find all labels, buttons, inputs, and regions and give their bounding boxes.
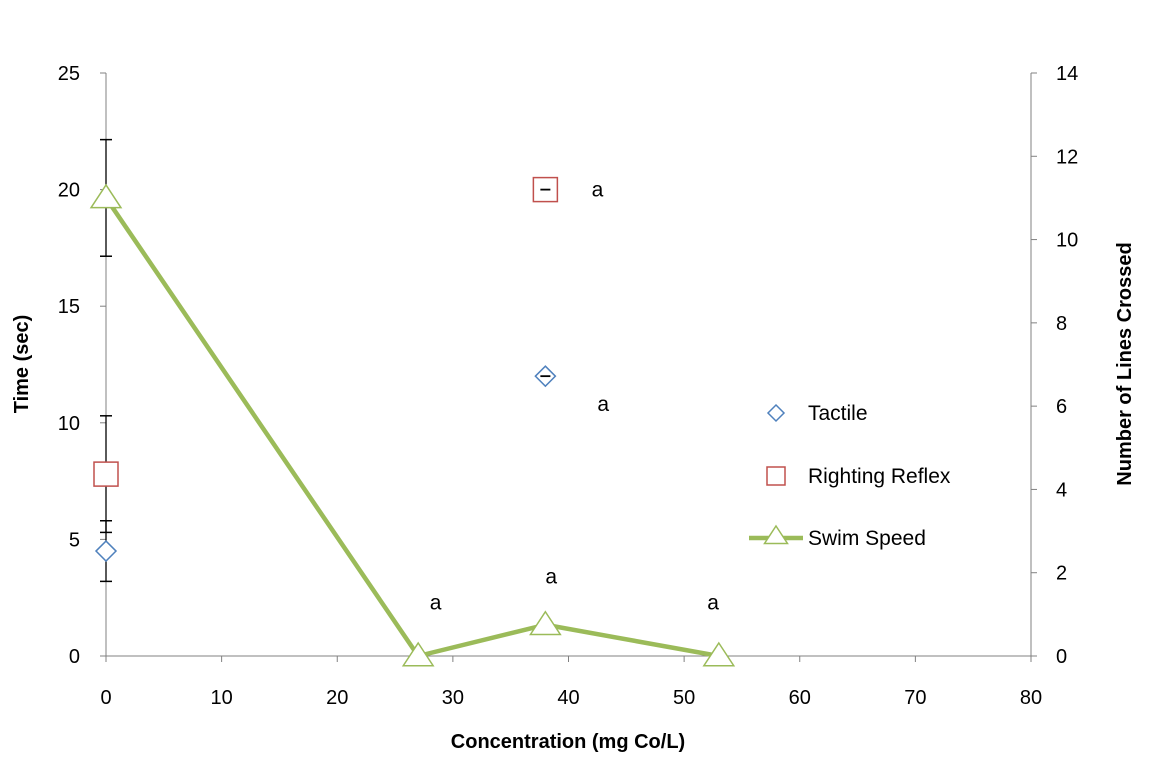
data-point: [93, 461, 119, 487]
y-tick-label: 15: [58, 296, 80, 318]
y-tick-label: 5: [69, 529, 80, 551]
legend-label: Swim Speed: [808, 527, 926, 550]
y2-tick-label: 0: [1056, 646, 1067, 668]
x-tick-label: 20: [326, 687, 348, 709]
data-point: [89, 183, 123, 209]
data-point: [702, 641, 736, 667]
y-tick-label: 20: [58, 180, 80, 202]
x-tick-label: 30: [442, 687, 464, 709]
legend-marker: [763, 524, 789, 545]
y-tick-label: 25: [58, 63, 80, 85]
y2-tick-label: 14: [1056, 63, 1078, 85]
x-tick-label: 0: [100, 687, 111, 709]
data-point: [94, 539, 118, 563]
annotation-label: a: [707, 591, 719, 614]
y2-tick-label: 10: [1056, 230, 1078, 252]
annotations: a a a a a: [430, 179, 720, 615]
y-axis-title: Time (sec): [11, 315, 33, 414]
y2-tick-label: 2: [1056, 563, 1067, 585]
x-tick-label: 80: [1020, 687, 1042, 709]
y-tick-label: 0: [69, 646, 80, 668]
legend-label: Righting Reflex: [808, 465, 951, 488]
x-axis-title: Concentration (mg Co/L): [451, 731, 685, 753]
x-tick-label: 10: [211, 687, 233, 709]
x-tick-label: 40: [557, 687, 579, 709]
series-line: [104, 196, 720, 659]
y2-axis-title: Number of Lines Crossed: [1114, 242, 1136, 485]
legend-marker: [766, 466, 786, 486]
y-tick-label: 10: [58, 413, 80, 435]
x-tick-label: 50: [673, 687, 695, 709]
annotation-label: a: [597, 393, 609, 416]
legend-label: Tactile: [808, 402, 868, 425]
annotation-label: a: [430, 591, 442, 614]
legend: Tactile Righting Reflex Swim Speed: [749, 402, 951, 550]
x-tick-label: 60: [789, 687, 811, 709]
data-point: [401, 641, 435, 667]
annotation-label: a: [592, 179, 604, 202]
y2-tick-label: 4: [1056, 479, 1067, 501]
legend-marker: [766, 403, 786, 423]
y2-tick-label: 12: [1056, 146, 1078, 168]
axes: 0 10 20 30 40 50 60 70 80 0 5 10 15 20 25 0 2 4 6 8 10 12 14: [58, 63, 1079, 709]
series-layer: [89, 138, 736, 667]
y2-tick-label: 8: [1056, 313, 1067, 335]
x-tick-label: 70: [904, 687, 926, 709]
y2-tick-label: 6: [1056, 396, 1067, 418]
data-point: [529, 610, 562, 636]
annotation-label: a: [545, 566, 557, 589]
